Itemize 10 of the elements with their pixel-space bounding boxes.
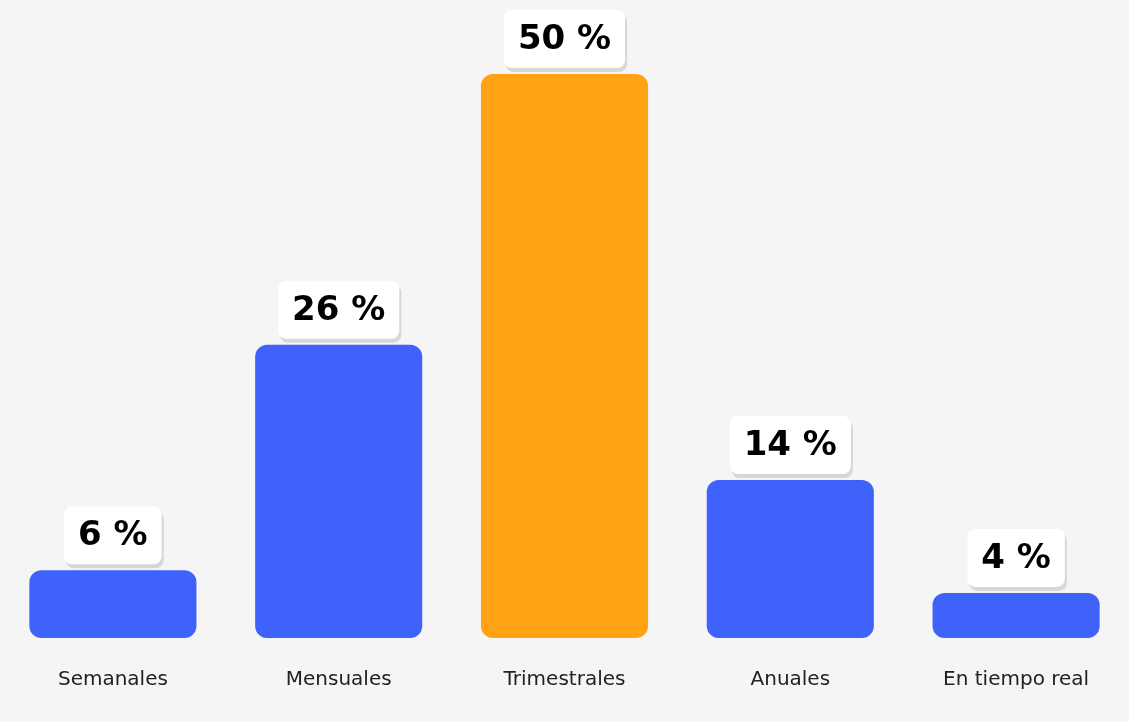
data-label: 14 %: [743, 422, 837, 463]
x-tick-label: Mensuales: [285, 666, 392, 691]
data-label: 6 %: [78, 513, 148, 554]
data-label: 4 %: [981, 535, 1051, 576]
data-label: 26 %: [292, 287, 386, 328]
x-tick-label: Trimestrales: [502, 666, 626, 691]
x-tick-label: En tiempo real: [943, 666, 1090, 691]
x-tick-label: Semanales: [57, 666, 168, 691]
x-tick-label: Anuales: [750, 666, 831, 691]
data-label: 50 %: [517, 16, 612, 57]
